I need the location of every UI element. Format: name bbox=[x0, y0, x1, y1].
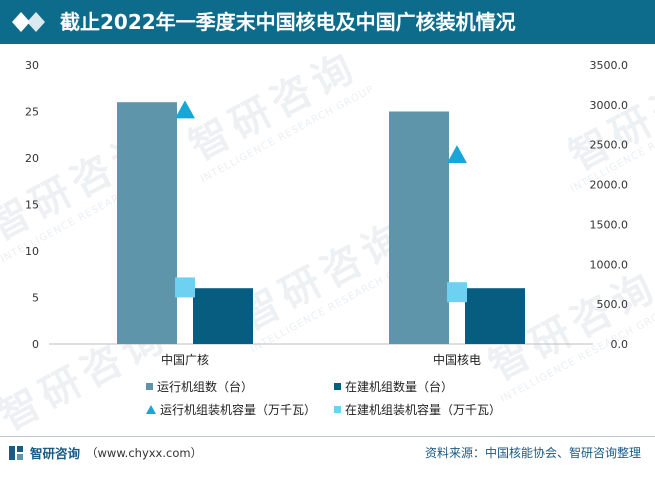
bar-running-units bbox=[389, 111, 449, 344]
y-left-tick-label: 25 bbox=[25, 106, 39, 119]
footer-brand: 智研咨询 bbox=[30, 446, 81, 461]
y-right-tick-label: 2000.0 bbox=[590, 179, 629, 192]
footer-divider bbox=[0, 436, 655, 437]
x-category-label: 中国广核 bbox=[161, 352, 209, 367]
y-right-tick-label: 3000.0 bbox=[590, 99, 629, 112]
marker-running-capacity bbox=[447, 145, 467, 164]
legend-label-construction-capacity: 在建机组装机容量（万千瓦） bbox=[345, 403, 502, 417]
y-right-tick-label: 500.0 bbox=[597, 298, 629, 311]
legend-swatch-running-units bbox=[146, 383, 153, 390]
footer-source: 资料来源：中国核能协会、智研咨询整理 bbox=[424, 446, 641, 460]
legend-item-running-capacity: 运行机组装机容量（万千瓦） bbox=[146, 401, 316, 418]
legend-swatch-construction-units bbox=[334, 383, 341, 390]
marker-construction-capacity bbox=[447, 282, 467, 303]
footer-brand-block: 智研咨询 （www.chyxx.com） bbox=[8, 443, 202, 462]
bar-construction-units bbox=[193, 288, 253, 344]
title-bar: 截止2022年一季度末中国核电及中国广核装机情况 bbox=[0, 0, 655, 44]
bar-construction-units bbox=[465, 288, 525, 344]
marker-construction-capacity bbox=[175, 277, 195, 298]
footer-url: （www.chyxx.com） bbox=[86, 445, 203, 460]
legend-label-construction-units: 在建机组数量（台） bbox=[345, 380, 454, 394]
legend-label-running-capacity: 运行机组装机容量（万千瓦） bbox=[160, 403, 317, 417]
x-category-label: 中国核电 bbox=[433, 352, 481, 367]
legend-swatch-construction-capacity bbox=[334, 406, 341, 413]
y-left-tick-label: 5 bbox=[32, 292, 39, 305]
y-right-tick-label: 3500.0 bbox=[590, 59, 629, 72]
legend-item-construction-capacity: 在建机组装机容量（万千瓦） bbox=[334, 401, 501, 418]
y-left-tick-label: 0 bbox=[32, 338, 39, 351]
y-right-tick-label: 1500.0 bbox=[590, 218, 629, 231]
diamond-logo-icon bbox=[12, 12, 45, 32]
y-left-tick-label: 15 bbox=[25, 199, 39, 212]
legend-item-construction-units: 在建机组数量（台） bbox=[334, 378, 453, 395]
marker-running-capacity bbox=[175, 100, 195, 119]
y-right-tick-label: 2500.0 bbox=[590, 139, 629, 152]
y-left-tick-label: 20 bbox=[25, 152, 39, 165]
brand-logo-icon bbox=[9, 445, 23, 460]
legend-label-running-units: 运行机组数（台） bbox=[157, 380, 254, 394]
legend-swatch-running-capacity bbox=[146, 405, 156, 414]
bar-running-units bbox=[117, 102, 177, 344]
legend-item-running-units: 运行机组数（台） bbox=[146, 378, 253, 395]
y-left-tick-label: 10 bbox=[25, 245, 39, 258]
y-right-tick-label: 0.0 bbox=[611, 338, 629, 351]
page-title: 截止2022年一季度末中国核电及中国广核装机情况 bbox=[60, 10, 516, 34]
y-right-tick-label: 1000.0 bbox=[590, 258, 629, 271]
chart-area: 0 5 10 15 20 25 30 0.0 500.0 1000.0 1500.0 2000.0 25… bbox=[25, 59, 629, 367]
y-left-tick-label: 30 bbox=[25, 59, 39, 72]
